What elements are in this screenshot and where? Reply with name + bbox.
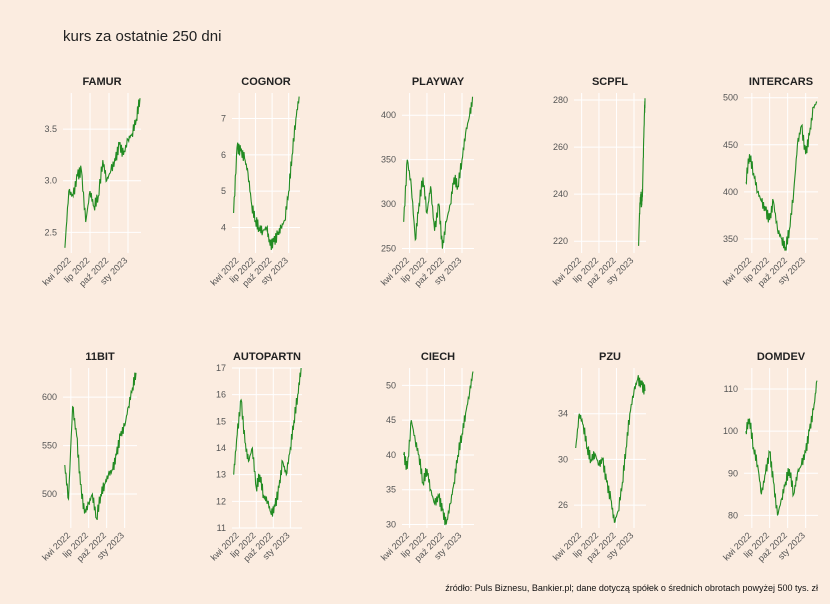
panel-title: SCPFL <box>592 76 628 88</box>
price-line-scpfl <box>638 98 646 246</box>
price-line-famur <box>64 98 141 248</box>
y-tick-label: 34 <box>558 409 568 419</box>
panel-title: DOMDEV <box>757 351 806 363</box>
price-line-ciech <box>403 371 474 526</box>
y-tick-label: 250 <box>381 244 396 254</box>
y-tick-label: 300 <box>381 199 396 209</box>
y-tick-label: 50 <box>386 380 396 390</box>
y-tick-label: 400 <box>723 187 738 197</box>
source-note: źródło: Puls Biznesu, Bankier.pl; dane d… <box>445 583 818 593</box>
y-tick-label: 13 <box>216 470 226 480</box>
y-tick-label: 5 <box>221 186 226 196</box>
page-title: kurs za ostatnie 250 dni <box>63 28 222 45</box>
panel-title: PZU <box>599 351 621 363</box>
y-tick-label: 2.5 <box>44 227 57 237</box>
y-tick-label: 500 <box>42 489 57 499</box>
price-line-autopartn <box>233 367 302 517</box>
y-tick-label: 280 <box>553 95 568 105</box>
y-tick-label: 220 <box>553 236 568 246</box>
price-line-intercars <box>745 101 818 251</box>
y-tick-label: 26 <box>558 500 568 510</box>
panel-title: FAMUR <box>82 76 121 88</box>
price-line-domdev <box>745 380 818 516</box>
y-tick-label: 3.0 <box>44 176 57 186</box>
y-tick-label: 16 <box>216 390 226 400</box>
price-line-pzu <box>575 375 646 524</box>
y-tick-label: 110 <box>724 384 738 394</box>
y-tick-label: 4 <box>221 223 226 233</box>
y-tick-label: 11 <box>217 523 226 533</box>
y-tick-label: 30 <box>558 454 568 464</box>
y-tick-label: 3.5 <box>44 124 57 134</box>
y-tick-label: 45 <box>386 415 396 425</box>
y-tick-label: 350 <box>723 234 738 244</box>
y-tick-label: 15 <box>216 416 226 426</box>
y-tick-label: 30 <box>386 520 396 530</box>
y-tick-label: 6 <box>221 150 226 160</box>
panel-title: CIECH <box>421 351 455 363</box>
panel-title: PLAYWAY <box>412 76 465 88</box>
y-tick-label: 500 <box>723 93 738 103</box>
y-tick-label: 35 <box>386 485 396 495</box>
y-tick-label: 12 <box>216 496 226 506</box>
y-tick-label: 600 <box>42 392 57 402</box>
price-line-11bit <box>64 372 137 521</box>
y-tick-label: 90 <box>728 468 738 478</box>
y-tick-label: 100 <box>723 426 738 436</box>
y-tick-label: 240 <box>553 189 568 199</box>
y-tick-label: 14 <box>216 443 226 453</box>
y-tick-label: 550 <box>42 441 57 451</box>
panel-title: 11BIT <box>85 351 115 363</box>
y-tick-label: 40 <box>386 450 396 460</box>
y-tick-label: 17 <box>216 363 226 373</box>
panel-title: AUTOPARTN <box>233 351 301 363</box>
y-tick-label: 260 <box>553 142 568 152</box>
price-line-playway <box>403 96 474 249</box>
price-line-cognor <box>233 96 300 251</box>
y-tick-label: 80 <box>728 510 738 520</box>
y-tick-label: 7 <box>221 113 226 123</box>
y-tick-label: 400 <box>381 110 396 120</box>
panel-title: INTERCARS <box>749 76 813 88</box>
panel-title: COGNOR <box>241 76 291 88</box>
y-tick-label: 450 <box>723 140 738 150</box>
y-tick-label: 350 <box>381 155 396 165</box>
